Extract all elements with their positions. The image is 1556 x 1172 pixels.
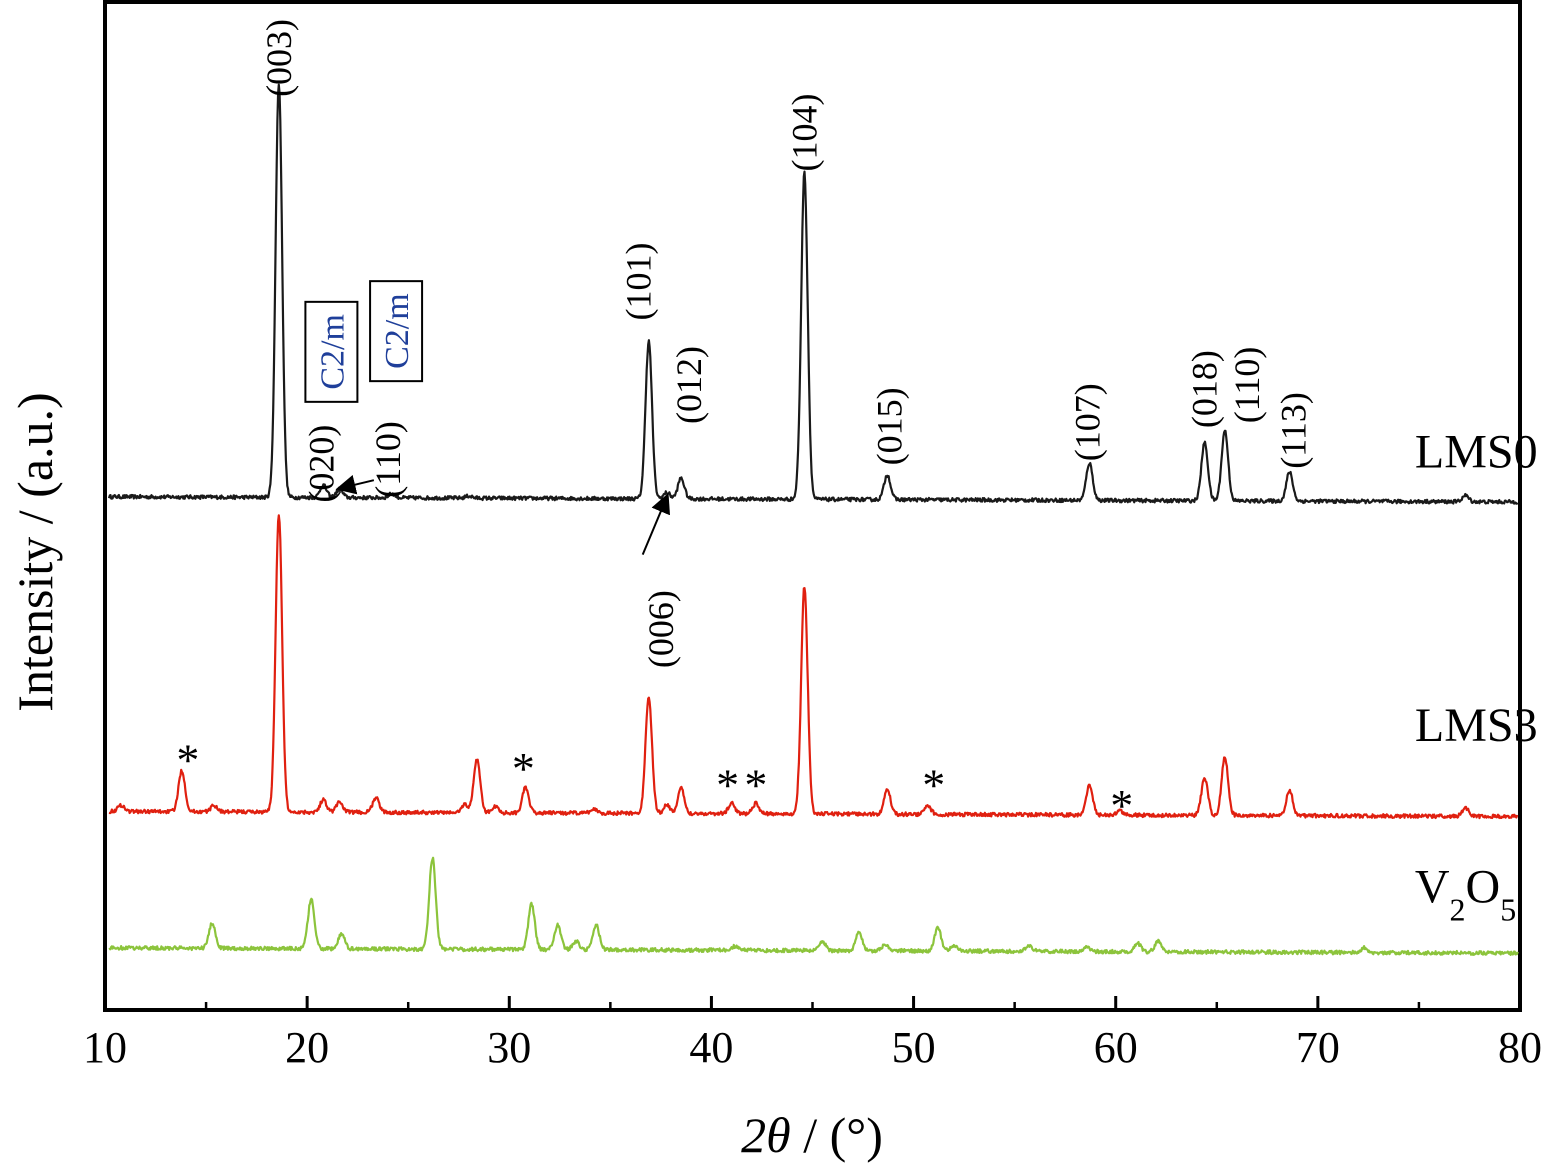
impurity-star: * <box>744 759 767 810</box>
x-tick-label: 50 <box>892 1023 936 1072</box>
x-tick-label: 70 <box>1296 1023 1340 1072</box>
series-label: LMS0 <box>1415 426 1538 479</box>
series-label: LMS3 <box>1415 699 1538 752</box>
x-axis-label-rest: / (°) <box>791 1107 883 1163</box>
y-axis-label: Intensity / (a.u.) <box>7 392 63 711</box>
x-tick-label: 60 <box>1094 1023 1138 1072</box>
peak-label: (020) <box>301 425 341 503</box>
x-tick-label: 10 <box>83 1023 127 1072</box>
peak-label: (006) <box>641 590 681 668</box>
peak-label: (113) <box>1274 392 1314 469</box>
annotation-arrow <box>641 493 671 556</box>
impurity-star: * <box>1110 780 1133 831</box>
x-tick-label: 20 <box>285 1023 329 1072</box>
x-tick-label: 40 <box>689 1023 733 1072</box>
x-axis-label-theta: 2θ <box>741 1107 791 1163</box>
peak-label: (101) <box>619 242 659 320</box>
peak-label: (018) <box>1185 350 1225 428</box>
x-tick-label: 80 <box>1498 1023 1542 1072</box>
peak-label: (003) <box>259 19 299 97</box>
peak-label: (110) <box>1227 347 1267 424</box>
phase-label-box <box>369 280 424 383</box>
series-line-2 <box>108 514 1519 820</box>
x-tick-label: 30 <box>487 1023 531 1072</box>
x-axis-label: 2θ / (°) <box>741 1107 883 1163</box>
phase-label-group: C2/m <box>369 280 424 383</box>
impurity-star: * <box>176 735 199 786</box>
annotations: LMS0 LMS3 V2O5 (003) (020) (110) (101)(012) (10… <box>176 19 1537 927</box>
series-label: V2O5 <box>1415 860 1516 927</box>
impurity-star: * <box>716 759 739 810</box>
peak-label: (107) <box>1067 383 1107 461</box>
phase-label-group: C2/m <box>304 300 359 403</box>
impurity-star: * <box>922 759 945 810</box>
peak-label: (012) <box>669 346 709 424</box>
x-axis-ticks: 10 20 30 40 50 60 70 80 <box>83 996 1542 1072</box>
annotation-arrow <box>335 474 375 495</box>
phase-label: C2/m <box>379 293 416 369</box>
phase-label-box <box>304 300 359 403</box>
peak-label: (110) <box>368 421 408 498</box>
series-traces <box>107 83 1519 957</box>
impurity-star: * <box>512 743 535 794</box>
peak-label: (104) <box>784 93 824 171</box>
peak-label: (015) <box>869 387 909 465</box>
series-line-3 <box>108 856 1519 957</box>
phase-label: C2/m <box>314 314 351 390</box>
